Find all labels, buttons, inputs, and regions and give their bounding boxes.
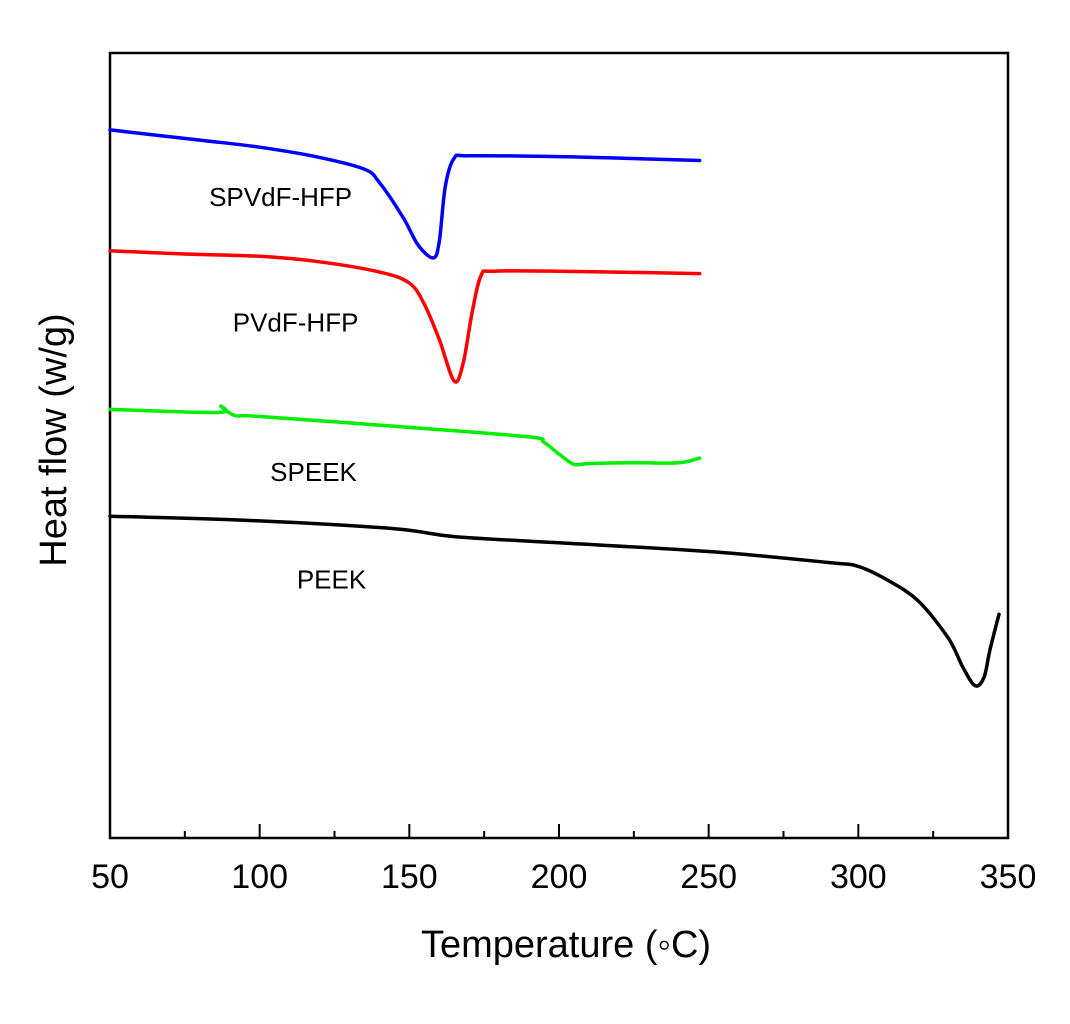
- x-tick-label: 300: [830, 858, 887, 896]
- x-ticks: [109, 824, 1009, 838]
- y-axis-title: Heat flow (w/g): [33, 313, 75, 566]
- series-label-pvdf-hfp: PVdF-HFP: [233, 308, 359, 338]
- x-tick-label: 50: [91, 858, 129, 896]
- x-tick-label: 250: [680, 858, 737, 896]
- series-line-pvdf-hfp: [108, 249, 702, 384]
- series-line-spvdf-hfp: [108, 128, 702, 260]
- series-label-speek: SPEEK: [270, 457, 357, 487]
- x-tick-labels: 50 100 150 200 250 300 350: [91, 858, 1036, 896]
- series-label-layer: SPVdF-HFP PVdF-HFP SPEEK PEEK: [209, 182, 367, 594]
- plot-frame: [108, 51, 1010, 840]
- x-tick-label: 200: [531, 858, 588, 896]
- series-line-peek: [108, 514, 1001, 688]
- series-label-peek: PEEK: [297, 564, 367, 594]
- series-line-speek: [108, 404, 702, 467]
- x-axis-title: Temperature (◦C): [421, 924, 711, 966]
- series-label-spvdf-hfp: SPVdF-HFP: [209, 182, 352, 212]
- x-tick-label: 350: [980, 858, 1037, 896]
- series-layer: [108, 128, 1001, 688]
- x-tick-label: 100: [231, 858, 288, 896]
- x-tick-label: 150: [381, 858, 438, 896]
